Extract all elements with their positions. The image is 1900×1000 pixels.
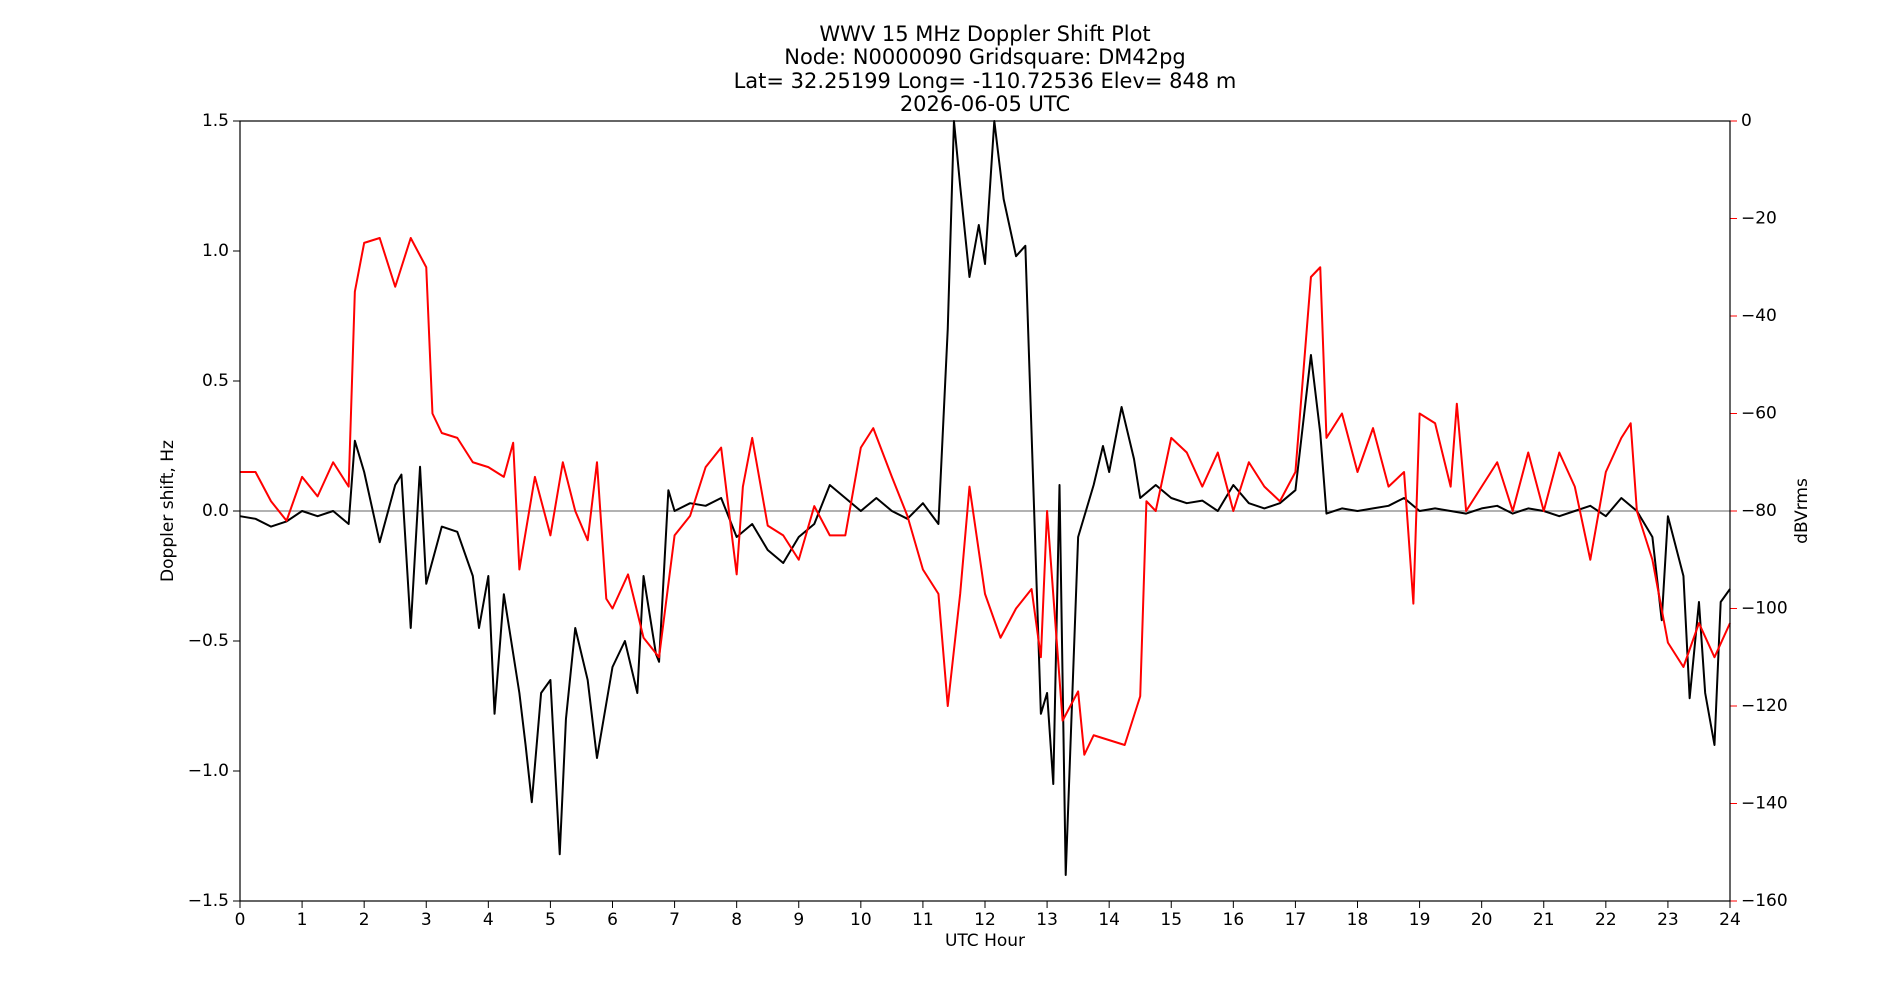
y2-tick-label: −60 (1741, 404, 1777, 424)
data-line (240, 237, 1731, 756)
y-tick-label: −1.0 (188, 761, 229, 781)
y-tick-label: −1.5 (188, 891, 229, 911)
y2-tick-label: −120 (1741, 696, 1788, 716)
x-tick-label: 7 (669, 910, 680, 930)
y2-tick-label: −80 (1741, 501, 1777, 521)
chart-subtitle: Node: N0000090 Gridsquare: DM42pg (784, 45, 1186, 69)
x-tick-label: 13 (1036, 910, 1058, 930)
x-tick-label: 14 (1098, 910, 1120, 930)
x-tick-label: 3 (421, 910, 432, 930)
y2-tick-label: −100 (1741, 599, 1788, 619)
x-tick-label: 24 (1719, 910, 1741, 930)
x-tick-label: 6 (607, 910, 618, 930)
x-tick-label: 8 (731, 910, 742, 930)
x-tick-label: 20 (1471, 910, 1493, 930)
y2-tick-label: 0 (1741, 111, 1752, 131)
chart-title: WWV 15 MHz Doppler Shift Plot (819, 22, 1150, 46)
y-axis-label: Doppler shift, Hz (158, 440, 178, 582)
x-tick-label: 15 (1160, 910, 1182, 930)
y-tick-label: 1.5 (202, 111, 229, 131)
y-tick-label: 0.0 (202, 501, 229, 521)
chart-subtitle: Lat= 32.25199 Long= -110.72536 Elev= 848… (734, 69, 1237, 93)
x-tick-label: 16 (1223, 910, 1245, 930)
x-tick-label: 10 (850, 910, 872, 930)
x-tick-label: 1 (297, 910, 308, 930)
x-tick-label: 9 (793, 910, 804, 930)
x-tick-label: 18 (1347, 910, 1369, 930)
data-line (239, 120, 1731, 876)
x-tick-label: 19 (1409, 910, 1431, 930)
x-tick-label: 5 (545, 910, 556, 930)
plot-frame (239, 120, 1731, 902)
y-tick-label: 0.5 (202, 371, 229, 391)
x-tick-label: 12 (974, 910, 996, 930)
y2-axis-label: dBVrms (1792, 478, 1812, 544)
x-tick-label: 4 (483, 910, 494, 930)
x-tick-label: 22 (1595, 910, 1617, 930)
chart-subtitle: 2026-06-05 UTC (900, 92, 1070, 116)
x-tick-label: 11 (912, 910, 934, 930)
y2-tick-label: −160 (1741, 891, 1788, 911)
x-tick-label: 0 (235, 910, 246, 930)
y-tick-label: −0.5 (188, 631, 229, 651)
x-tick-label: 2 (359, 910, 370, 930)
x-axis-label: UTC Hour (945, 931, 1025, 951)
y2-tick-label: −40 (1741, 306, 1777, 326)
y2-tick-label: −140 (1741, 794, 1788, 814)
y2-tick-label: −20 (1741, 209, 1777, 229)
x-tick-label: 21 (1533, 910, 1555, 930)
x-tick-label: 23 (1657, 910, 1679, 930)
y-tick-label: 1.0 (202, 241, 229, 261)
x-tick-label: 17 (1285, 910, 1307, 930)
